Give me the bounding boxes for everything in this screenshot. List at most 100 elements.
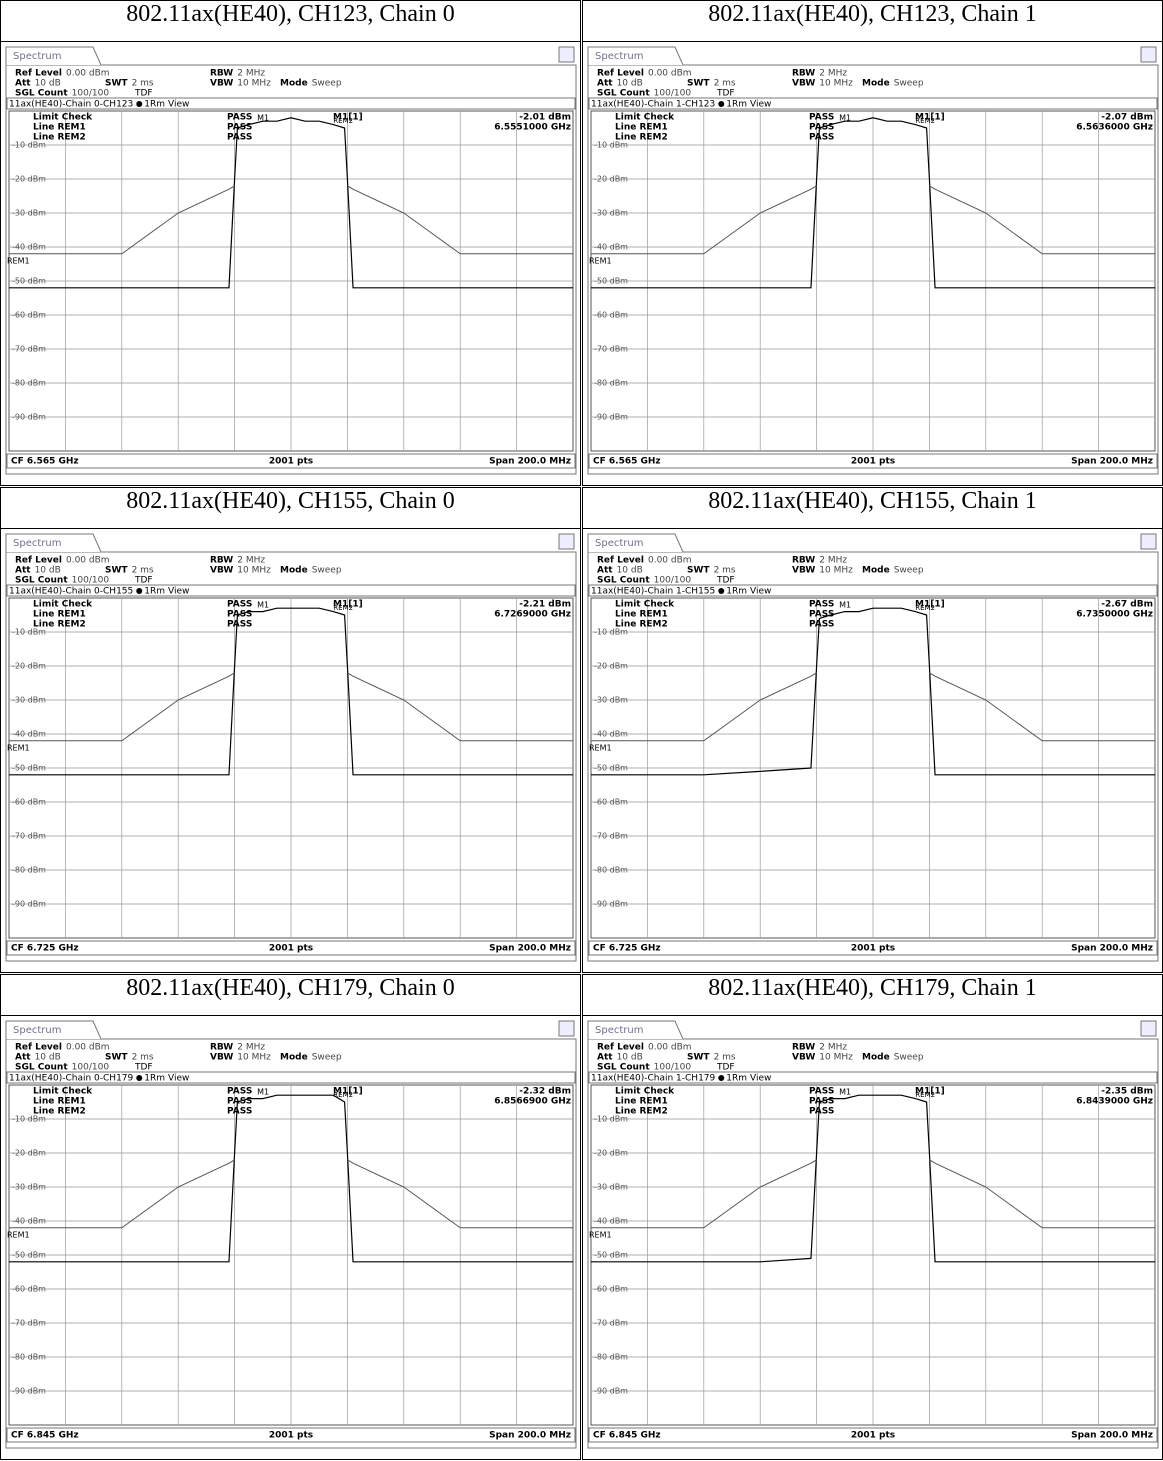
setting-label: SGL Count [15, 89, 68, 99]
trace-row [588, 1071, 1158, 1084]
y-tick-label: -40 dBm [594, 730, 628, 739]
footer-bar [588, 1427, 1158, 1443]
y-tick-label: -20 dBm [12, 662, 46, 671]
annotation: M1 [839, 601, 851, 610]
chart-title: 802.11ax(HE40), CH155, Chain 1 [583, 488, 1162, 529]
trace-label: 11ax(HE40)-Chain 0-CH179 [9, 1074, 134, 1084]
setting-label: VBW [792, 566, 815, 576]
trace-label: 11ax(HE40)-Chain 1-CH123 [591, 100, 715, 110]
y-tick-label: -80 dBm [12, 866, 46, 875]
y-tick-label: -60 dBm [594, 1285, 628, 1294]
y-tick-label: -50 dBm [12, 277, 46, 286]
setting-value: 0.00 dBm [648, 1043, 692, 1053]
setting-label: Ref Level [15, 556, 62, 566]
trace-label: 11ax(HE40)-Chain 0-CH155 [9, 587, 133, 597]
annotation: REM2 [333, 1091, 353, 1099]
chart-cell: 802.11ax(HE40), CH179, Chain 1 Spectrum Re… [582, 974, 1163, 1460]
limit-check-result: PASS [809, 113, 834, 123]
limit-check-result: PASS [227, 133, 252, 143]
limit-check-result: PASS [809, 123, 834, 133]
footer-span: Span 200.0 MHz [489, 1431, 571, 1441]
setting-label: VBW [210, 79, 233, 89]
setting-label: VBW [792, 1053, 815, 1063]
setting-label: Ref Level [597, 69, 644, 79]
y-tick-label: -40 dBm [594, 1217, 628, 1226]
y-tick-label: -70 dBm [12, 1319, 46, 1328]
y-tick-label: -90 dBm [594, 900, 628, 909]
setting-value: 10 MHz [237, 566, 271, 576]
y-tick-label: -80 dBm [12, 1353, 46, 1362]
series-line [347, 672, 573, 742]
setting-label: Mode [862, 566, 890, 576]
y-tick-label: -40 dBm [594, 243, 628, 252]
setting-label: Att [597, 79, 613, 89]
setting-value: Sweep [312, 1053, 342, 1063]
limit-name: REM1 [589, 1230, 612, 1239]
y-tick-label: -50 dBm [594, 277, 628, 286]
limit-check-result: PASS [227, 620, 252, 630]
trace-name: 1Rm [144, 100, 165, 110]
window-name: Spectrum [13, 538, 61, 549]
setting-label: Att [15, 566, 31, 576]
setting-label: Att [15, 1053, 31, 1063]
limit-check-result: PASS [227, 1097, 252, 1107]
trace-name: 1Rm [144, 1074, 165, 1084]
trace-row [6, 584, 576, 597]
chart-title: 802.11ax(HE40), CH179, Chain 0 [1, 975, 580, 1016]
setting-label: SWT [105, 1053, 128, 1063]
limit-name: REM1 [7, 256, 30, 265]
y-tick-label: -30 dBm [594, 696, 628, 705]
annotation: REM2 [333, 604, 353, 612]
setting-value: 2 MHz [237, 69, 265, 79]
setting-value: Sweep [894, 1053, 924, 1063]
y-tick-label: -30 dBm [594, 209, 628, 218]
limit-check-result: PASS [809, 1107, 834, 1117]
limit-name: REM1 [7, 1230, 30, 1239]
chart-cell: 802.11ax(HE40), CH123, Chain 0 Spectrum Re… [0, 0, 581, 486]
trace-row [6, 1071, 576, 1084]
series-line [591, 117, 1155, 289]
y-tick-label: -10 dBm [594, 1115, 628, 1124]
setting-value: 2 ms [714, 566, 736, 576]
chart-title: 802.11ax(HE40), CH123, Chain 1 [583, 1, 1162, 42]
y-tick-label: -20 dBm [594, 662, 628, 671]
setting-label: Att [597, 1053, 613, 1063]
marker-frequency: 6.7350000 GHz [1076, 610, 1153, 620]
y-tick-label: -50 dBm [12, 1251, 46, 1260]
setting-label: TDF [134, 1063, 153, 1073]
limit-check-label: Line REM1 [33, 610, 86, 620]
trace-dot [718, 101, 725, 107]
annotation: M1 [257, 1088, 269, 1097]
footer-points: 2001 pts [851, 457, 895, 467]
marker-level: -2.21 dBm [519, 600, 571, 610]
y-tick-label: -70 dBm [594, 345, 628, 354]
limit-check-label: Limit Check [615, 1087, 675, 1097]
panel-frame [587, 551, 1159, 962]
setting-label: Ref Level [15, 1043, 62, 1053]
annotation: M1 [839, 1088, 851, 1097]
annotation: REM2 [915, 604, 935, 612]
footer-span: Span 200.0 MHz [489, 944, 571, 954]
limit-check-label: Line REM2 [33, 1107, 86, 1117]
window-name: Spectrum [595, 538, 643, 549]
trace-mode: View [168, 1074, 189, 1084]
trace-dot [136, 588, 143, 594]
trace-mode: View [750, 100, 771, 110]
panel-frame [5, 64, 577, 475]
series-line [347, 185, 573, 255]
series-line [9, 185, 235, 255]
limit-check-result: PASS [809, 610, 834, 620]
footer-cf: CF 6.725 GHz [11, 944, 79, 954]
setting-label: Ref Level [597, 1043, 644, 1053]
setting-value: 100/100 [72, 89, 110, 99]
setting-label: Ref Level [597, 556, 644, 566]
setting-value: 10 dB [617, 79, 643, 89]
setting-value: 0.00 dBm [66, 556, 110, 566]
menu-icon [558, 1020, 575, 1037]
setting-value: 10 MHz [819, 79, 853, 89]
limit-check-result: PASS [809, 1087, 834, 1097]
series-line [9, 117, 573, 289]
y-tick-label: -10 dBm [12, 141, 46, 150]
y-tick-label: -20 dBm [594, 175, 628, 184]
